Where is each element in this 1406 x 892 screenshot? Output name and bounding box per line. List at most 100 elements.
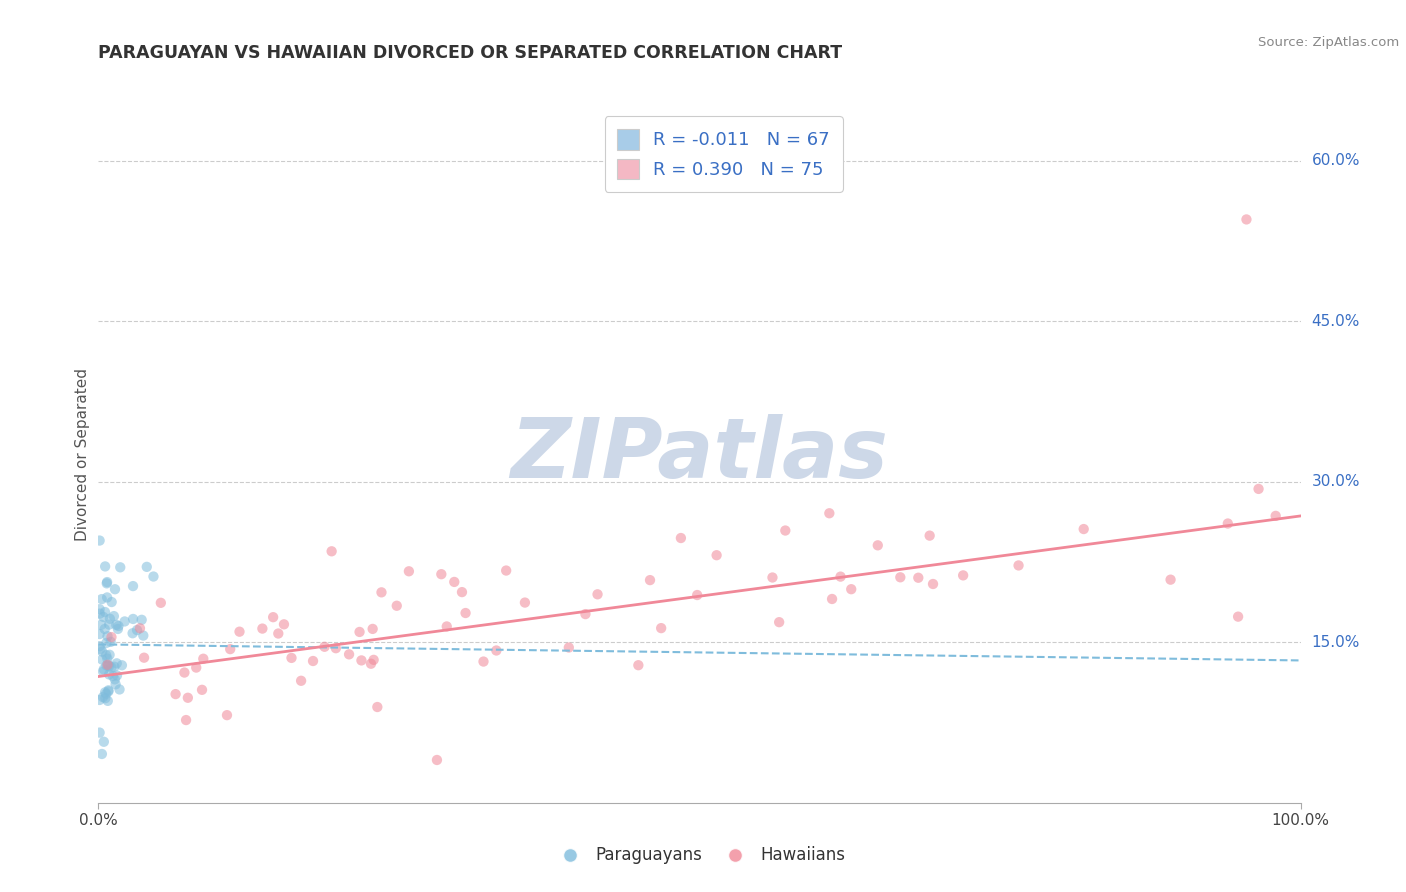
Point	[98, 667, 121, 681]
Point	[650, 621, 672, 635]
Point	[775, 524, 797, 538]
Point	[363, 653, 385, 667]
Point	[768, 615, 790, 629]
Point	[89, 602, 111, 616]
Point	[89, 725, 111, 739]
Point	[122, 612, 145, 626]
Point	[135, 559, 157, 574]
Point	[907, 571, 929, 585]
Point	[574, 607, 596, 621]
Point	[686, 588, 709, 602]
Point	[360, 657, 382, 671]
Point	[1264, 508, 1286, 523]
Point	[90, 592, 112, 607]
Point	[706, 548, 728, 562]
Point	[104, 677, 127, 691]
Point	[215, 708, 238, 723]
Point	[98, 648, 121, 662]
Point	[93, 735, 115, 749]
Point	[267, 626, 290, 640]
Point	[94, 605, 117, 619]
Point	[89, 627, 111, 641]
Point	[89, 533, 111, 548]
Point	[93, 622, 115, 636]
Point	[839, 582, 862, 597]
Point	[122, 579, 145, 593]
Point	[1227, 609, 1250, 624]
Point	[426, 753, 449, 767]
Point	[638, 573, 661, 587]
Point	[142, 569, 165, 583]
Point	[96, 636, 118, 650]
Point	[100, 635, 122, 649]
Point	[91, 645, 114, 659]
Point	[129, 621, 152, 635]
Point	[361, 622, 384, 636]
Point	[173, 665, 195, 680]
Point	[818, 506, 841, 520]
Point	[273, 617, 295, 632]
Point	[98, 659, 121, 673]
Point	[105, 618, 128, 632]
Point	[100, 660, 122, 674]
Point	[314, 640, 336, 654]
Point	[94, 559, 117, 574]
Point	[96, 657, 118, 672]
Point	[495, 564, 517, 578]
Point	[103, 659, 125, 673]
Point	[252, 622, 274, 636]
Point	[337, 648, 360, 662]
Point	[114, 615, 136, 629]
Point	[100, 595, 122, 609]
Point	[96, 629, 118, 643]
Text: Source: ZipAtlas.com: Source: ZipAtlas.com	[1258, 36, 1399, 49]
Point	[91, 653, 114, 667]
Point	[889, 570, 911, 584]
Point	[219, 642, 242, 657]
Point	[821, 592, 844, 607]
Point	[451, 585, 474, 599]
Point	[627, 658, 650, 673]
Point	[485, 643, 508, 657]
Point	[280, 651, 302, 665]
Point	[121, 626, 143, 640]
Point	[302, 654, 325, 668]
Point	[349, 624, 371, 639]
Point	[325, 641, 347, 656]
Point	[952, 568, 974, 582]
Text: 15.0%: 15.0%	[1312, 635, 1360, 649]
Point	[366, 700, 388, 714]
Point	[90, 747, 112, 761]
Point	[96, 576, 118, 591]
Legend: Paraguayans, Hawaiians: Paraguayans, Hawaiians	[547, 839, 852, 871]
Point	[262, 610, 284, 624]
Point	[97, 684, 120, 698]
Point	[111, 658, 134, 673]
Point	[228, 624, 250, 639]
Point	[191, 682, 214, 697]
Point	[97, 683, 120, 698]
Text: 45.0%: 45.0%	[1312, 314, 1360, 328]
Point	[105, 668, 128, 682]
Text: 60.0%: 60.0%	[1312, 153, 1360, 168]
Point	[558, 640, 581, 655]
Point	[89, 607, 111, 621]
Point	[89, 639, 111, 653]
Point	[96, 591, 118, 605]
Point	[149, 596, 172, 610]
Point	[165, 687, 187, 701]
Point	[104, 673, 127, 687]
Point	[96, 658, 118, 673]
Text: PARAGUAYAN VS HAWAIIAN DIVORCED OR SEPARATED CORRELATION CHART: PARAGUAYAN VS HAWAIIAN DIVORCED OR SEPAR…	[98, 45, 842, 62]
Text: ZIPatlas: ZIPatlas	[510, 415, 889, 495]
Point	[93, 662, 115, 676]
Point	[89, 693, 111, 707]
Point	[1007, 558, 1029, 573]
Point	[132, 650, 155, 665]
Text: 30.0%: 30.0%	[1312, 475, 1360, 489]
Point	[131, 613, 153, 627]
Point	[94, 648, 117, 662]
Y-axis label: Divorced or Separated: Divorced or Separated	[75, 368, 90, 541]
Point	[922, 577, 945, 591]
Point	[98, 612, 121, 626]
